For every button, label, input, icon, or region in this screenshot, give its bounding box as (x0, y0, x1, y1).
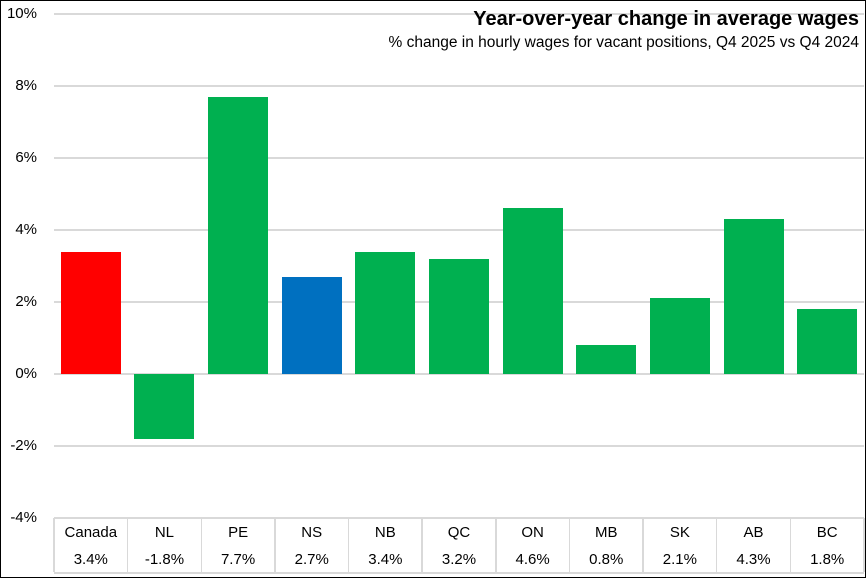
category-label: NB (374, 524, 396, 541)
bar-on (502, 208, 563, 374)
y-tick-label: -4% (10, 509, 37, 526)
column-separator (568, 518, 571, 572)
y-tick-label: 8% (15, 77, 37, 94)
chart-title: Year-over-year change in average wages (473, 8, 859, 30)
column-separator (863, 518, 865, 572)
gridline (54, 229, 864, 231)
value-label: -1.8% (144, 551, 185, 568)
bar-mb (576, 345, 637, 374)
bar-pe (208, 96, 269, 374)
chart-title-block: Year-over-year change in average wages %… (389, 6, 859, 53)
value-label: 3.4% (73, 551, 108, 568)
y-tick-label: 4% (15, 221, 37, 238)
category-label: AB (743, 524, 764, 541)
bar-sk (649, 298, 710, 374)
column-separator (347, 518, 350, 572)
category-label: PE (228, 524, 249, 541)
value-label: 4.3% (736, 551, 771, 568)
bar-qc (429, 258, 489, 374)
value-label: 4.6% (515, 551, 550, 568)
bar-nl (134, 374, 195, 439)
bar-nb (355, 251, 416, 374)
column-separator (715, 518, 718, 572)
gridline (54, 517, 864, 519)
y-tick-label: 10% (6, 5, 37, 22)
category-label: QC (447, 524, 471, 541)
bar-ns (281, 276, 342, 374)
column-separator (53, 518, 55, 572)
value-label: 2.7% (294, 551, 329, 568)
column-separator (200, 518, 203, 572)
category-label: BC (816, 524, 838, 541)
gridline (54, 13, 864, 15)
value-label: 3.4% (368, 551, 403, 568)
value-label: 0.8% (589, 551, 624, 568)
category-label: Canada (64, 524, 118, 541)
chart-subtitle: % change in hourly wages for vacant posi… (388, 34, 859, 51)
category-label: SK (669, 524, 690, 541)
column-separator (421, 518, 423, 572)
category-label: ON (521, 524, 544, 541)
table-bottom-line (54, 572, 864, 574)
value-label: 2.1% (662, 551, 697, 568)
value-label: 7.7% (220, 551, 256, 568)
bar-canada (60, 251, 121, 374)
category-label: NS (301, 524, 323, 541)
bar-ab (723, 219, 784, 374)
column-separator (789, 518, 792, 572)
column-separator (495, 518, 497, 572)
column-separator (642, 518, 644, 572)
bar-bc (797, 309, 858, 374)
y-tick-label: 0% (15, 365, 37, 382)
gridline (54, 85, 864, 87)
y-tick-label: 6% (15, 149, 37, 166)
value-label: 3.2% (441, 551, 477, 568)
y-tick-label: 2% (15, 293, 37, 310)
y-tick-label: -2% (10, 437, 37, 454)
gridline (54, 373, 864, 375)
value-label: 1.8% (810, 551, 845, 568)
category-label: MB (595, 524, 618, 541)
column-separator (274, 518, 276, 572)
column-separator (126, 518, 129, 572)
gridline (54, 445, 864, 447)
category-label: NL (154, 524, 175, 541)
gridline (54, 157, 864, 159)
